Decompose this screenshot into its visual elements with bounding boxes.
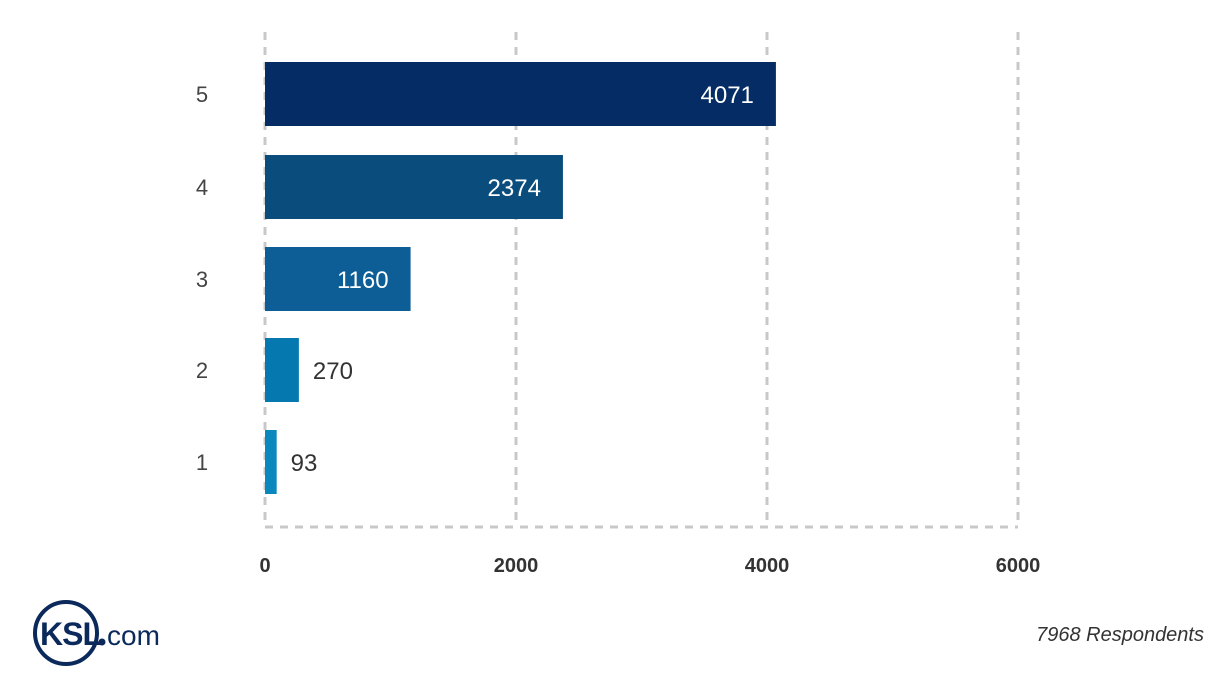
y-tick-label: 4 — [196, 175, 208, 200]
bar-2 — [265, 338, 299, 402]
data-label: 93 — [291, 450, 318, 477]
bar-3 — [265, 247, 411, 311]
y-tick-label: 3 — [196, 267, 208, 292]
data-label: 2374 — [488, 175, 541, 202]
svg-text:KSL: KSL — [40, 616, 101, 652]
data-label: 1160 — [337, 267, 389, 294]
y-tick-label: 5 — [196, 82, 208, 107]
x-tick-label: 0 — [259, 555, 270, 577]
svg-text:com: com — [107, 620, 160, 651]
bar-4 — [265, 155, 563, 219]
ksl-logo: KSL com — [33, 600, 160, 666]
x-tick-label: 2000 — [494, 555, 539, 577]
respondents-count: 7968 Respondents — [1036, 624, 1204, 646]
x-tick-label: 4000 — [745, 555, 790, 577]
data-label: 4071 — [701, 82, 754, 109]
y-tick-label: 1 — [196, 450, 208, 475]
x-tick-label: 6000 — [996, 555, 1041, 577]
bar-chart: 0 2000 4000 6000 5 4071 4 2374 3 1160 2 270 1 93 — [196, 32, 1041, 577]
bar-5 — [265, 62, 776, 126]
bar-1 — [265, 430, 277, 494]
data-label: 270 — [313, 358, 353, 385]
y-tick-label: 2 — [196, 358, 208, 383]
